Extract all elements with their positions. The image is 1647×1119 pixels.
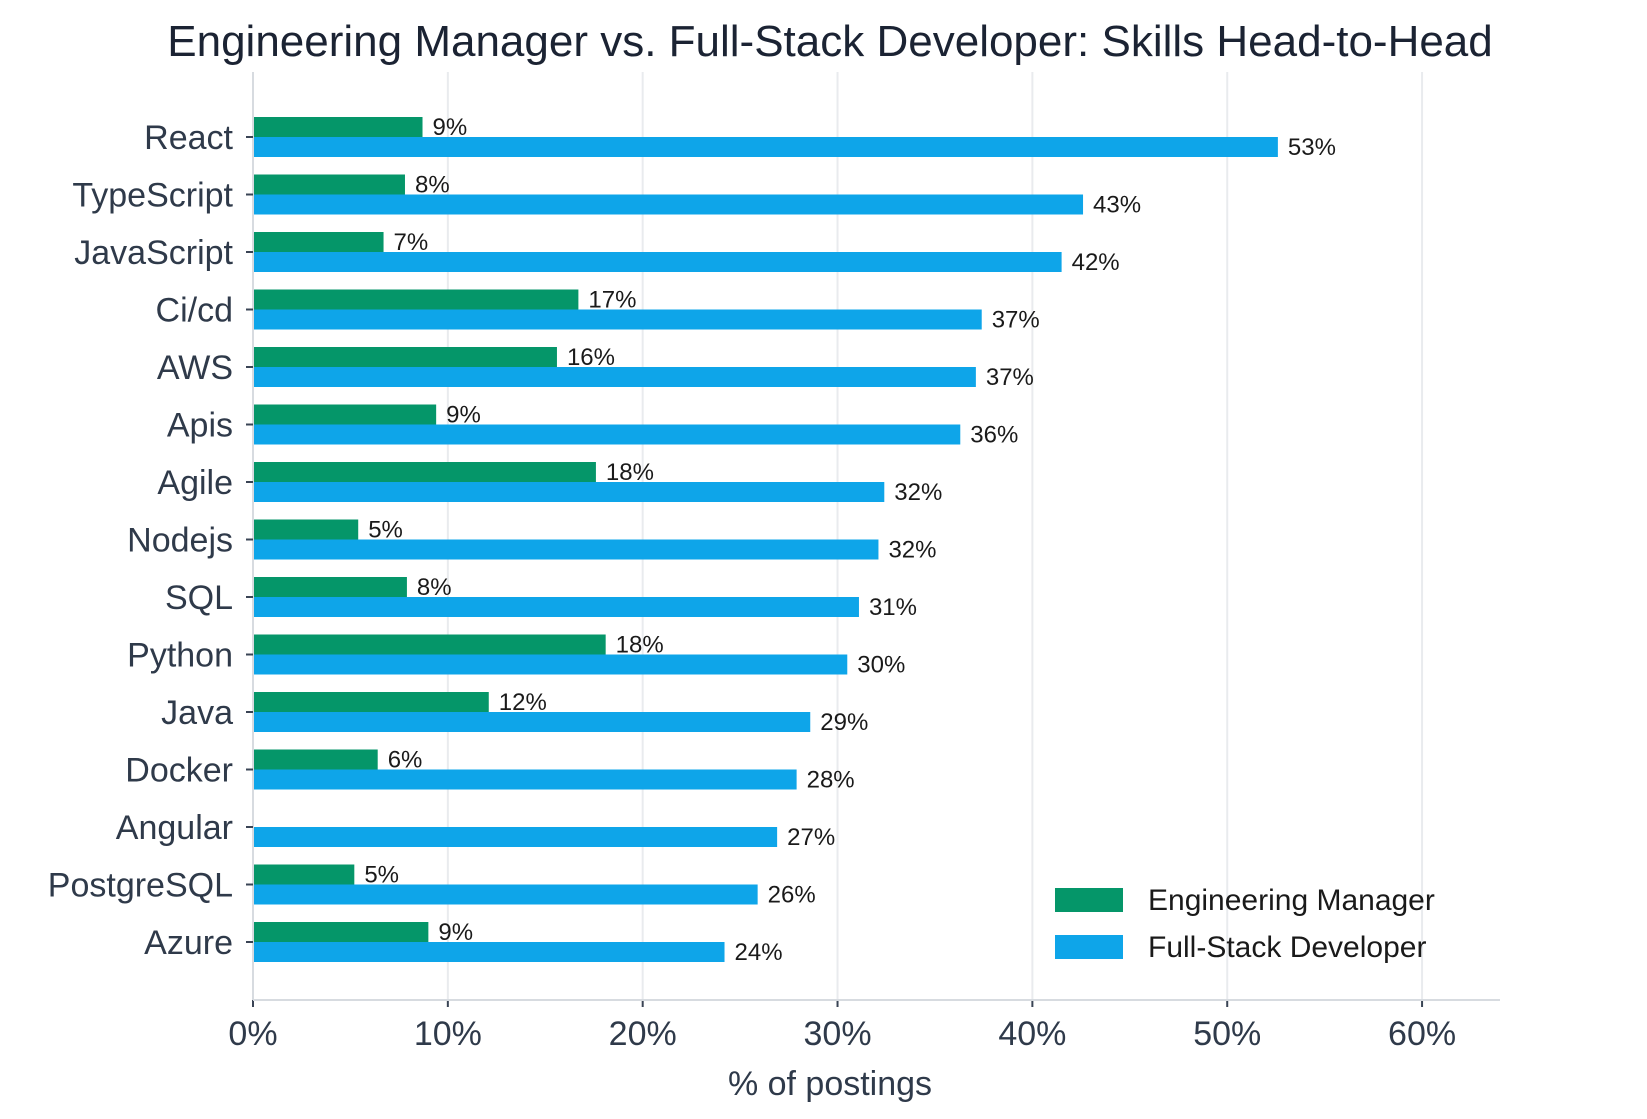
value-label: 32%	[888, 537, 936, 564]
value-label: 53%	[1288, 134, 1336, 161]
bar-full-stack-developer	[253, 827, 778, 847]
category-label: SQL	[165, 579, 233, 617]
bar-engineering-manager	[253, 117, 423, 137]
bar-full-stack-developer	[253, 424, 961, 445]
category-label: Nodejs	[127, 522, 233, 560]
category-label: Azure	[144, 924, 233, 962]
value-label: 7%	[394, 229, 429, 256]
value-label: 6%	[388, 747, 423, 774]
legend-label: Full-Stack Developer	[1148, 931, 1426, 964]
bar-engineering-manager	[253, 462, 596, 482]
bar-engineering-manager	[253, 922, 429, 942]
bar-full-stack-developer	[253, 769, 797, 790]
x-tick-label: 0%	[228, 1015, 277, 1053]
value-label: 24%	[735, 939, 783, 966]
category-label: Python	[127, 637, 233, 675]
category-label: Ci/cd	[156, 292, 233, 330]
value-label: 18%	[606, 459, 654, 486]
bar-engineering-manager	[253, 519, 359, 540]
bar-engineering-manager	[253, 692, 489, 712]
bar-full-stack-developer	[253, 539, 879, 560]
category-label: AWS	[157, 349, 233, 387]
x-tick-label: 50%	[1193, 1015, 1261, 1053]
value-label: 37%	[986, 364, 1034, 391]
bar-full-stack-developer	[253, 482, 885, 502]
category-label: Angular	[116, 809, 233, 847]
x-axis-title: % of postings	[728, 1065, 932, 1103]
value-label: 42%	[1072, 249, 1120, 276]
value-label: 5%	[368, 517, 403, 544]
bar-engineering-manager	[253, 577, 407, 597]
x-tick-label: 30%	[804, 1015, 872, 1053]
legend: Engineering Manager Full-Stack Developer	[1055, 884, 1435, 964]
value-label: 36%	[970, 422, 1018, 449]
category-label: Java	[161, 694, 233, 732]
x-tick-label: 10%	[414, 1015, 482, 1053]
value-label: 30%	[857, 652, 905, 679]
value-label: 32%	[894, 479, 942, 506]
value-label: 18%	[616, 632, 664, 659]
bar-full-stack-developer	[253, 654, 848, 675]
category-label: Agile	[157, 464, 233, 502]
value-label: 5%	[364, 862, 399, 889]
value-label: 31%	[869, 594, 917, 621]
category-label: Docker	[125, 752, 233, 790]
bar-engineering-manager	[253, 634, 606, 655]
bar-engineering-manager	[253, 864, 355, 885]
value-label: 43%	[1093, 192, 1141, 219]
x-tick-label: 20%	[609, 1015, 677, 1053]
y-axis: React TypeScript JavaScript Ci/cd AWS Apis Agi…	[48, 72, 254, 1000]
bar-full-stack-developer	[253, 597, 859, 617]
bar-full-stack-developer	[253, 309, 982, 330]
value-label: 37%	[992, 307, 1040, 334]
x-axis: 0% 10% 20% 30% 40% 50% 60%	[228, 999, 1500, 1053]
value-label: 29%	[820, 709, 868, 736]
x-tick-label: 60%	[1388, 1015, 1456, 1053]
legend-swatch	[1055, 935, 1123, 959]
legend-swatch	[1055, 888, 1123, 912]
value-label: 17%	[588, 287, 636, 314]
bar-full-stack-developer	[253, 367, 976, 387]
value-label: 16%	[567, 344, 615, 371]
legend-label: Engineering Manager	[1148, 884, 1435, 917]
category-label: React	[144, 119, 233, 157]
bar-full-stack-developer	[253, 942, 725, 962]
bar-full-stack-developer	[253, 137, 1278, 157]
bar-engineering-manager	[253, 232, 384, 252]
value-label: 12%	[499, 689, 547, 716]
value-label: 9%	[433, 114, 468, 141]
bar-full-stack-developer	[253, 194, 1084, 215]
category-label: Apis	[167, 407, 233, 445]
bar-full-stack-developer	[253, 884, 758, 905]
bars	[253, 117, 1278, 962]
value-label: 9%	[438, 919, 473, 946]
x-tick-label: 40%	[998, 1015, 1066, 1053]
bar-full-stack-developer	[253, 712, 811, 732]
value-label: 28%	[807, 767, 855, 794]
chart-title: Engineering Manager vs. Full-Stack Devel…	[167, 17, 1493, 66]
value-label: 27%	[787, 824, 835, 851]
bar-engineering-manager	[253, 404, 437, 425]
data-labels: 9% 53% 8% 43% 7% 42% 17% 37% 16% 37% 9% 36% 18% 32% 5%…	[364, 114, 1336, 966]
value-label: 9%	[446, 402, 481, 429]
value-label: 8%	[417, 574, 452, 601]
bar-engineering-manager	[253, 347, 557, 367]
category-label: JavaScript	[74, 234, 233, 272]
bar-engineering-manager	[253, 289, 579, 310]
category-label: TypeScript	[72, 177, 233, 215]
bar-full-stack-developer	[253, 252, 1062, 272]
category-label: PostgreSQL	[48, 867, 233, 905]
value-label: 8%	[415, 172, 450, 199]
value-label: 26%	[768, 882, 816, 909]
bar-engineering-manager	[253, 174, 405, 195]
bar-engineering-manager	[253, 749, 378, 770]
